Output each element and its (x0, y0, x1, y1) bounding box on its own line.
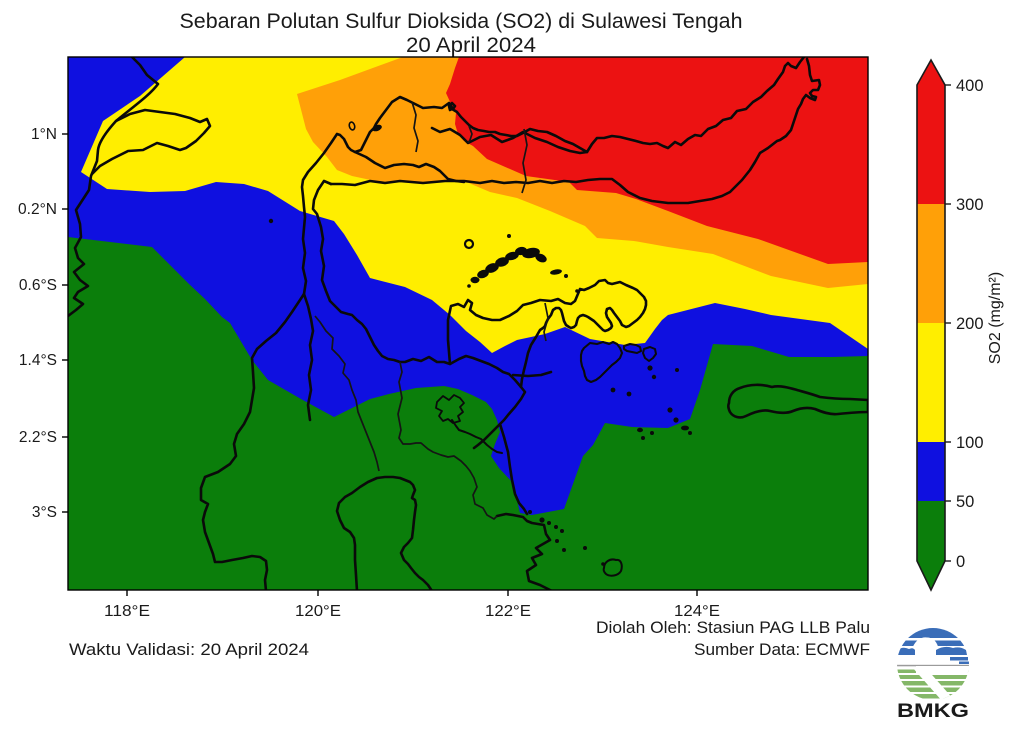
svg-text:118°E: 118°E (104, 603, 150, 620)
svg-text:1°N: 1°N (31, 126, 57, 143)
svg-text:Sumber Data: ECMWF: Sumber Data: ECMWF (694, 640, 870, 659)
svg-text:20 April 2024: 20 April 2024 (406, 33, 536, 57)
svg-text:3°S: 3°S (32, 504, 57, 521)
svg-text:0.6°S: 0.6°S (19, 277, 57, 294)
svg-text:Diolah Oleh: Stasiun PAG LLB P: Diolah Oleh: Stasiun PAG LLB Palu (596, 618, 870, 637)
svg-text:122°E: 122°E (485, 603, 531, 620)
svg-text:100: 100 (956, 434, 984, 452)
svg-text:1.4°S: 1.4°S (19, 352, 57, 369)
svg-text:0: 0 (956, 553, 965, 571)
svg-text:Waktu Validasi: 20 April 2024: Waktu Validasi: 20 April 2024 (69, 640, 309, 659)
svg-text:SO2 (mg/m²): SO2 (mg/m²) (987, 272, 1004, 364)
svg-text:120°E: 120°E (295, 603, 341, 620)
svg-text:300: 300 (956, 196, 984, 214)
svg-text:Sebaran Polutan Sulfur Dioksid: Sebaran Polutan Sulfur Dioksida (SO2) di… (180, 9, 743, 33)
svg-text:50: 50 (956, 493, 974, 511)
svg-text:200: 200 (956, 315, 984, 333)
svg-text:400: 400 (956, 77, 984, 95)
svg-text:2.2°S: 2.2°S (19, 429, 57, 446)
svg-text:0.2°N: 0.2°N (18, 201, 57, 218)
svg-text:BMKG: BMKG (897, 700, 969, 722)
svg-text:124°E: 124°E (674, 603, 720, 620)
